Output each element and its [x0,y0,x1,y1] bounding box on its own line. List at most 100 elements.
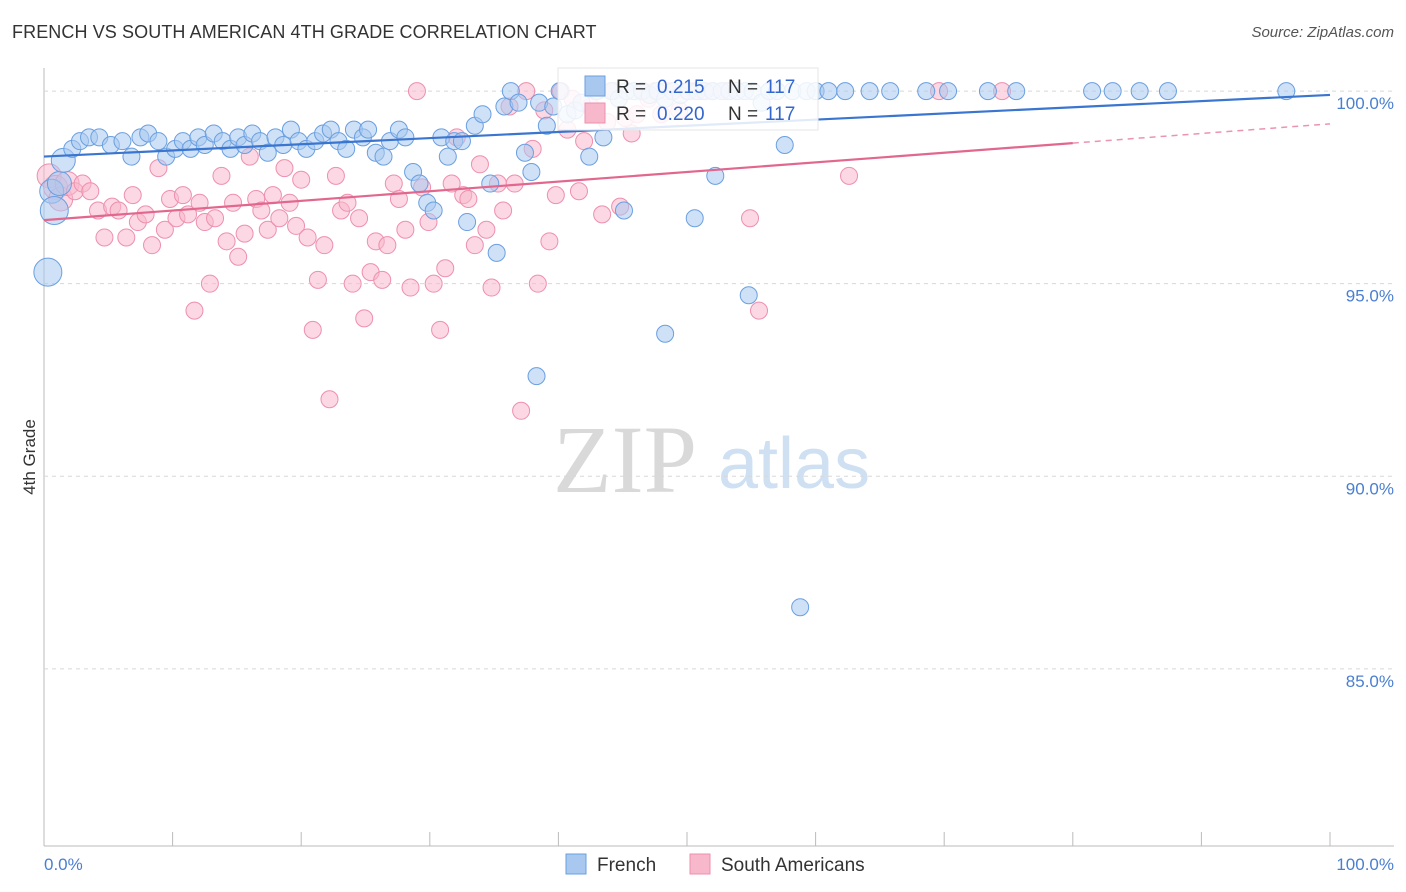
south-americans-point [593,205,612,224]
french-point [410,174,429,193]
french-point [122,147,141,166]
french-point [527,367,546,386]
south-americans-point [224,193,243,212]
french-point [481,174,500,193]
y-tick-label-90: 90.0% [1346,479,1394,498]
south-americans-point [270,209,289,228]
south-americans-point [263,186,282,205]
south-americans-trend-extension [1072,123,1331,144]
french-point [113,132,132,151]
legend-sa-n-value: 117 [765,104,795,125]
south-americans-point [401,278,420,297]
south-americans-point [355,309,374,328]
french-point [359,120,378,139]
south-americans-point [185,301,204,320]
french-point [258,143,277,162]
south-americans-point [95,228,114,247]
french-point [614,201,633,220]
legend-french-n-value: 117 [765,77,795,98]
south-americans-point [750,301,769,320]
legend-swatch-french [584,75,606,97]
french-point [580,147,599,166]
french-point [706,166,725,185]
south-americans-point [465,236,484,255]
french-point [1103,82,1122,101]
legend-sa-r-label: R = [616,104,646,125]
french-point [522,162,541,181]
chart-title: FRENCH VS SOUTH AMERICAN 4TH GRADE CORRE… [12,22,597,42]
french-point [881,82,900,101]
south-americans-point [477,220,496,239]
french-point [537,116,556,135]
y-tick-label-100: 100.0% [1336,94,1394,113]
south-americans-point [528,274,547,293]
south-americans-point [378,236,397,255]
south-americans-point [275,159,294,178]
south-americans-point [424,274,443,293]
french-point [46,171,72,197]
south-americans-point [109,201,128,220]
south-americans-point [575,132,594,151]
south-americans-point [741,209,760,228]
french-point [1007,82,1026,101]
south-americans-point [459,189,478,208]
french-point [978,82,997,101]
legend-sa-n-label: N = [728,104,758,125]
south-americans-point [840,166,859,185]
french-point [374,147,393,166]
french-point [739,286,758,305]
south-americans-point [200,274,219,293]
south-americans-point [470,155,489,174]
french-point [685,209,704,228]
south-americans-point [308,270,327,289]
french-point [1158,82,1177,101]
bottom-legend-south-americans: South Americans [721,855,865,876]
bottom-legend-swatch-south-americans [689,853,711,875]
bottom-legend: French South Americans [565,853,865,876]
south-americans-point [212,166,231,185]
french-point [509,93,528,112]
y-tick-labels: 85.0% 90.0% 95.0% 100.0% [1336,94,1394,691]
south-americans-point [436,259,455,278]
south-americans-point [190,193,209,212]
south-americans-point [326,166,345,185]
south-americans-point [396,220,415,239]
french-point [515,143,534,162]
x-ticks [43,832,1331,846]
south-americans-point [292,170,311,189]
south-americans-point [136,205,155,224]
french-point [656,324,675,343]
south-americans-point [512,401,531,420]
french-point [33,257,63,287]
watermark-zip: ZIP [553,406,697,513]
french-point [860,82,879,101]
south-americans-point [235,224,254,243]
south-americans-point [343,274,362,293]
south-americans-trend-line [43,142,1073,222]
south-americans-point [442,174,461,193]
south-americans-point [407,82,426,101]
south-americans-point [123,186,142,205]
french-point [487,243,506,262]
french-point [917,82,936,101]
y-tick-label-95: 95.0% [1346,287,1394,306]
south-americans-point [320,390,339,409]
french-point [438,147,457,166]
south-americans-point [258,220,277,239]
legend-french-r-value: 0.215 [657,77,705,98]
legend-french-r-label: R = [616,77,646,98]
south-americans-point [384,174,403,193]
legend-swatch-south-americans [584,102,606,124]
south-americans-point [298,228,317,247]
french-point [1277,82,1296,101]
south-americans-point [173,186,192,205]
south-americans-point [81,182,100,201]
south-americans-point [431,320,450,339]
french-point [39,196,69,226]
legend-sa-r-value: 0.220 [657,104,705,125]
french-point [594,128,613,147]
south-americans-point [117,228,136,247]
south-americans-point [229,247,248,266]
y-axis-label: 4th Grade [20,419,39,495]
